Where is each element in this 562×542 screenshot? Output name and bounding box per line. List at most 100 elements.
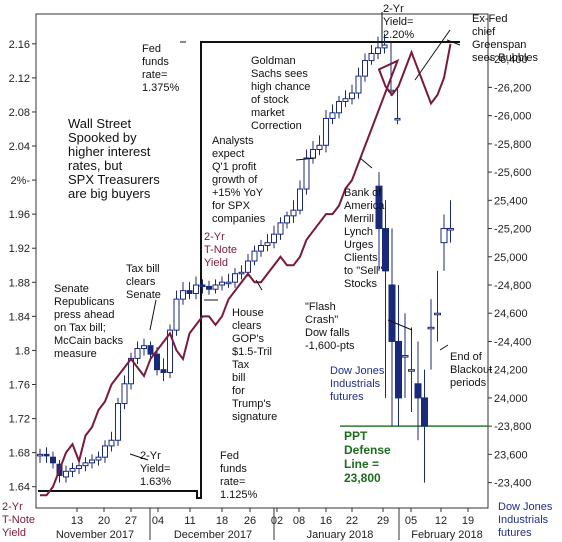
candle-body xyxy=(434,312,441,316)
x-tick-label: 04 xyxy=(152,515,164,527)
candle-body xyxy=(245,260,251,273)
candle-body xyxy=(193,284,199,294)
x-tick-label: 22 xyxy=(346,515,358,527)
right-axis-title: futures xyxy=(498,527,532,539)
candle-body xyxy=(316,144,323,150)
x-tick-label: 05 xyxy=(405,515,417,527)
candle-body xyxy=(147,345,154,355)
candle-body xyxy=(284,215,290,224)
flash-crash-annotation: "Flash xyxy=(305,301,336,313)
tnote-yield-mid-label: Yield xyxy=(204,257,228,269)
candle-body xyxy=(154,353,160,371)
fed-rate-1125-annotation: 1.125% xyxy=(220,489,258,501)
fed-rate-1375-annotation: funds xyxy=(142,56,169,68)
goldman-annotation: of stock xyxy=(251,94,289,106)
right-tick-label: -26,000 xyxy=(494,111,531,123)
x-tick-label: 11 xyxy=(184,515,195,527)
candle-body xyxy=(219,281,225,286)
right-tick-label: -24,400 xyxy=(494,336,531,348)
ppt-defense-annotation: Defense xyxy=(344,443,391,457)
candle-body xyxy=(121,383,128,405)
analysts-annotation: for SPX xyxy=(212,200,251,212)
candle-body xyxy=(206,285,212,290)
annotation-leader xyxy=(446,39,461,46)
analysts-annotation: growth of xyxy=(212,174,258,186)
candle-body xyxy=(108,439,115,447)
tnote-yield-mid-label: 2-Yr xyxy=(204,231,225,243)
candle-body xyxy=(251,250,258,262)
candle-body xyxy=(141,345,147,350)
house-tax-bill-annotation: signature xyxy=(232,411,277,423)
x-tick-label: 26 xyxy=(244,515,256,527)
goldman-annotation: Sachs sees xyxy=(251,68,308,80)
candle-body xyxy=(395,340,402,399)
bofa-annotation: Lynch xyxy=(344,226,373,238)
candle-body xyxy=(336,101,342,114)
candle-body xyxy=(238,271,245,275)
flash-crash-annotation: Dow falls xyxy=(305,327,350,339)
wall-street-annotation: Wall Street xyxy=(68,116,131,131)
candle-body xyxy=(50,456,56,464)
blackout-annotation: Blackout xyxy=(450,364,492,376)
yield-2-20-annotation: 2.20% xyxy=(383,29,414,41)
candle-body xyxy=(160,369,167,374)
candle-body xyxy=(388,284,396,342)
left-tick-label: 1.72 xyxy=(9,414,30,426)
tax-bill-senate-annotation: Tax bill xyxy=(126,263,160,275)
candle-body xyxy=(264,242,271,246)
bofa-annotation: America xyxy=(344,200,385,212)
candle-body xyxy=(76,465,82,469)
greenspan-annotation: Greenspan xyxy=(472,39,526,51)
wall-street-annotation: are big buyers xyxy=(68,186,151,201)
candle-body xyxy=(115,403,121,441)
left-tick-label: 2.08 xyxy=(9,107,30,119)
left-axis-title: 2-Yr xyxy=(2,501,23,513)
left-tick-label: 1.68 xyxy=(9,448,30,460)
left-tick-label: 1.96 xyxy=(9,209,30,221)
left-tick-label: 2%- xyxy=(10,175,30,187)
month-label: February 2018 xyxy=(411,529,483,541)
blackout-annotation: periods xyxy=(450,377,487,389)
goldman-annotation: high chance xyxy=(251,81,310,93)
annotation-leader xyxy=(149,299,157,331)
x-tick-label: 18 xyxy=(216,515,228,527)
right-tick-label: -25,600 xyxy=(494,167,531,179)
candle-body xyxy=(408,369,415,372)
left-tick-label: 2.04 xyxy=(9,141,30,153)
candle-body xyxy=(329,112,336,119)
right-tick-label: 24,000 xyxy=(494,393,528,405)
senate-republicans-annotation: Senate xyxy=(54,283,89,295)
house-tax-bill-annotation: Trump's xyxy=(232,398,271,410)
candle-body xyxy=(427,326,435,330)
candle-body xyxy=(323,117,329,146)
house-tax-bill-annotation: for xyxy=(232,385,245,397)
candle-body xyxy=(271,233,277,244)
bofa-annotation: Urges xyxy=(344,239,374,251)
tnote-yield-mid-label: T-Note xyxy=(204,244,237,256)
house-tax-bill-annotation: $1.5-Tril xyxy=(232,346,272,358)
left-tick-label: 1.76 xyxy=(9,380,30,392)
right-tick-label: 26,400 xyxy=(494,54,528,66)
senate-republicans-annotation: Republicans xyxy=(54,296,115,308)
right-tick-label: 23,600 xyxy=(494,449,528,461)
candle-body xyxy=(173,298,180,331)
fed-rate-1375-annotation: Fed xyxy=(142,43,161,55)
candle-body xyxy=(180,290,186,300)
house-tax-bill-annotation: GOP's xyxy=(232,333,265,345)
annotation-leader xyxy=(387,319,413,331)
candle-body xyxy=(95,456,102,461)
right-axis-title: Dow Jones xyxy=(498,501,553,513)
fed-rate-1125-annotation: Fed xyxy=(220,450,239,462)
candle-body xyxy=(440,228,448,244)
right-tick-label: 25,000 xyxy=(494,252,528,264)
candle-body xyxy=(349,92,355,100)
right-axis-title: Industrials xyxy=(498,514,549,526)
month-label: November 2017 xyxy=(56,529,134,541)
candle-body xyxy=(102,445,108,458)
candle-body xyxy=(63,470,69,478)
analysts-annotation: +15% YoY xyxy=(212,187,264,199)
goldman-annotation: Correction xyxy=(251,120,302,132)
left-tick-label: 1.84 xyxy=(9,311,30,323)
plot-frame xyxy=(35,13,489,509)
candle-body xyxy=(394,117,401,121)
